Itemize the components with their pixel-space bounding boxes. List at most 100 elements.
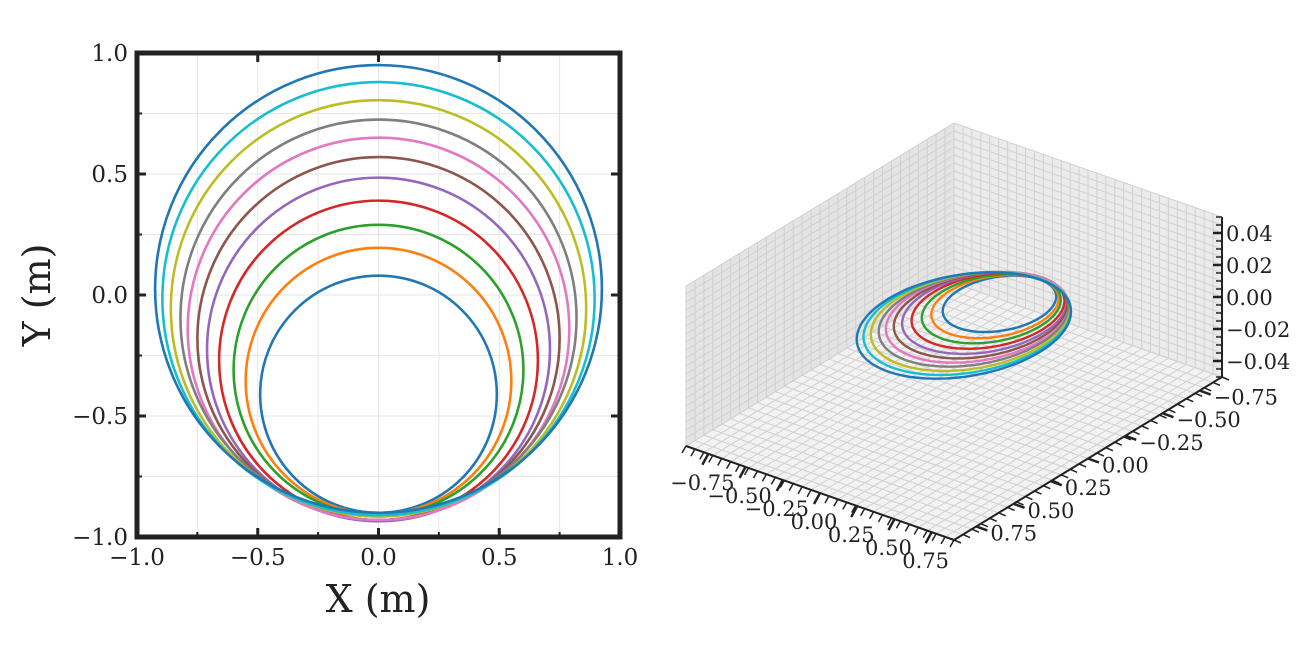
- x-tick-label-3d: −0.50: [707, 484, 771, 508]
- y-tick-mark-3d: [953, 539, 962, 544]
- ticks-2d: −1.0 −0.5 0.0 0.5 1.0 −1.0 −0.5 0.0 0.5 1.0: [72, 41, 638, 571]
- x-tick-mark-3d: [797, 486, 803, 495]
- x-axis-label: X (m): [326, 577, 431, 621]
- y-tick-label: −0.5: [72, 404, 128, 430]
- grid-back-horizontal: [953, 186, 1223, 282]
- grid-back-horizontal: [953, 138, 1223, 234]
- x-tick-mark-3d: [699, 451, 705, 460]
- grid-back-horizontal: [953, 282, 1223, 378]
- y-tick-mark-3d: [971, 528, 980, 533]
- x-tick-mark-3d: [940, 536, 946, 545]
- grid-back-horizontal: [953, 210, 1223, 306]
- x-tick-mark-3d: [681, 445, 687, 454]
- x-tick-mark-3d: [806, 489, 812, 498]
- x-major-tick-3d: [701, 453, 710, 466]
- grid-back-horizontal: [953, 242, 1223, 338]
- x-tick-mark-3d: [752, 470, 759, 479]
- series-3d-curve-11: [855, 271, 1073, 380]
- y-tick-mark-3d: [1212, 381, 1221, 387]
- y-tick-mark-3d: [1141, 425, 1149, 430]
- x-tick-mark-3d: [708, 455, 714, 463]
- z-tick-label-3d: −0.04: [1226, 350, 1290, 374]
- x-tick-mark-3d: [770, 476, 776, 485]
- x-tick-mark-3d: [717, 458, 723, 466]
- x-tick-label: −0.5: [230, 545, 286, 571]
- grid-side-horizontal: [685, 122, 955, 287]
- x-tick-mark-3d: [868, 511, 875, 520]
- y-tick-mark-3d: [1043, 484, 1051, 490]
- y-tick-mark-3d: [1069, 468, 1078, 474]
- axes-3d: −0.75−0.50−0.250.000.250.500.75−0.75−0.5…: [670, 216, 1290, 573]
- x-tick-mark-3d: [761, 473, 768, 482]
- grid-side-horizontal: [685, 162, 955, 327]
- grid-back-horizontal: [953, 162, 1223, 258]
- grid-back-horizontal: [953, 274, 1223, 370]
- grid-floor-y: [721, 423, 990, 519]
- grid-side-horizontal: [685, 154, 955, 319]
- series-curve-10: [161, 80, 596, 517]
- grid-side-horizontal: [685, 282, 955, 447]
- x-major-tick-3d: [775, 479, 784, 492]
- x-tick-mark-3d: [886, 517, 893, 526]
- y-axis-label: Y (m): [15, 244, 59, 348]
- series-curve-7: [186, 136, 571, 522]
- y-tick-label: 1.0: [91, 41, 128, 67]
- grid-2d: [137, 53, 620, 537]
- x-tick-mark-3d: [860, 508, 866, 517]
- grid-side-horizontal: [685, 226, 955, 391]
- x-tick-mark-3d: [842, 502, 848, 510]
- curves-2d: [153, 63, 604, 523]
- grid-side-horizontal: [685, 170, 955, 335]
- y-tick-mark-3d: [1150, 419, 1158, 425]
- x-tick-mark-3d: [895, 520, 902, 529]
- x-tick-label-3d: 0.75: [902, 549, 949, 573]
- x-tick-mark-3d: [779, 480, 785, 488]
- y-major-tick-3d: [1162, 412, 1174, 419]
- x-major-tick-3d: [812, 492, 822, 505]
- x-tick-label-3d: −0.75: [670, 471, 734, 495]
- y-tick-label: 0.5: [91, 162, 128, 188]
- grid-side-horizontal: [685, 178, 955, 343]
- grid-back-horizontal: [953, 266, 1223, 362]
- x-tick-mark-3d: [833, 498, 839, 507]
- x-major-tick-3d: [924, 531, 933, 544]
- grid-side-horizontal: [685, 186, 955, 351]
- grid-floor-y: [712, 429, 981, 525]
- series-3d-curve-3: [920, 273, 1063, 345]
- x-tick-label-3d: −0.25: [745, 497, 809, 521]
- grid-back-horizontal: [953, 154, 1223, 250]
- grid-floor-y: [730, 418, 999, 514]
- grid-back-horizontal: [953, 130, 1223, 226]
- y-tick-mark-3d: [1185, 398, 1194, 403]
- y-tick-label-3d: 0.75: [990, 521, 1037, 545]
- y-tick-label: −1.0: [72, 525, 128, 551]
- grid-floor-y: [703, 434, 973, 530]
- y-tick-mark-3d: [1078, 463, 1087, 468]
- x-tick-mark-3d: [949, 539, 955, 548]
- grid-side-horizontal: [685, 210, 955, 375]
- grid-side-horizontal: [685, 234, 955, 399]
- y-tick-mark-3d: [962, 533, 971, 539]
- x-tick-mark-3d: [851, 505, 857, 513]
- x-tick-label-3d: 0.25: [828, 523, 875, 547]
- y-tick-label-3d: −0.75: [1214, 386, 1278, 410]
- grid-floor-x: [918, 364, 1187, 528]
- x-tick-label-3d: 0.50: [865, 536, 912, 560]
- y-tick-mark-3d: [1060, 474, 1069, 479]
- x-tick-mark-3d: [734, 464, 741, 473]
- y-tick-label-3d: −0.25: [1139, 431, 1203, 455]
- grid-side-horizontal: [685, 250, 955, 415]
- grid-back-horizontal: [953, 178, 1223, 274]
- grid-side-horizontal: [685, 194, 955, 359]
- z-tick-label-3d: 0.04: [1226, 222, 1273, 246]
- y-major-tick-3d: [1013, 502, 1025, 509]
- z-tick-label-3d: 0.02: [1226, 254, 1273, 278]
- grid-side-horizontal: [685, 258, 955, 423]
- y-major-tick-3d: [1087, 457, 1100, 464]
- y-tick-mark-3d: [1105, 446, 1114, 452]
- y-tick-mark-3d: [1114, 441, 1123, 446]
- y-major-tick-3d: [975, 525, 988, 532]
- grid-back-horizontal: [953, 146, 1223, 242]
- plot-2d: −1.0 −0.5 0.0 0.5 1.0 −1.0 −0.5 0.0 0.5 1.0 X (m)…: [15, 41, 638, 621]
